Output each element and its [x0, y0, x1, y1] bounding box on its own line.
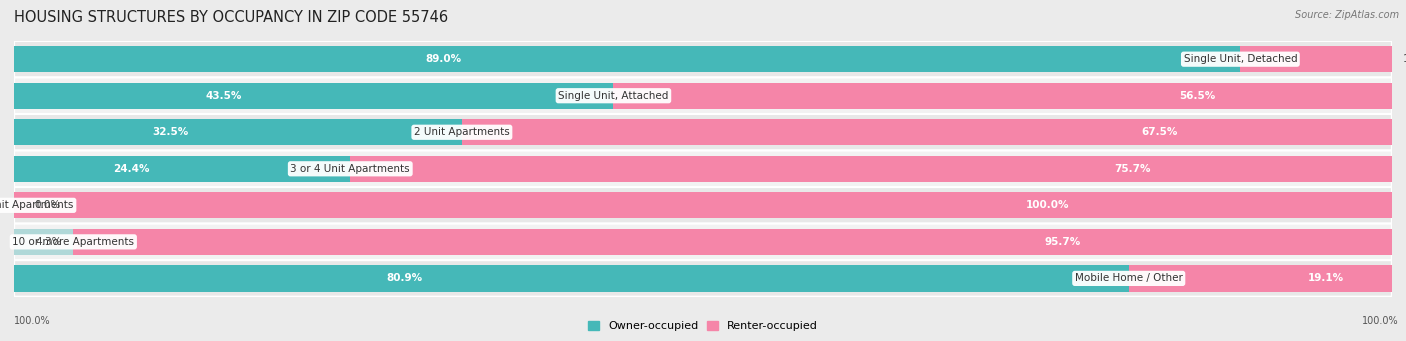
- Text: 67.5%: 67.5%: [1142, 127, 1178, 137]
- Text: Single Unit, Detached: Single Unit, Detached: [1184, 54, 1298, 64]
- Text: 4.3%: 4.3%: [35, 237, 62, 247]
- Text: 80.9%: 80.9%: [387, 273, 422, 283]
- Text: 100.0%: 100.0%: [14, 315, 51, 326]
- Text: 100.0%: 100.0%: [1026, 200, 1069, 210]
- Text: 5 to 9 Unit Apartments: 5 to 9 Unit Apartments: [0, 200, 73, 210]
- FancyBboxPatch shape: [14, 187, 1392, 224]
- Text: 0.0%: 0.0%: [35, 200, 60, 210]
- Text: 95.7%: 95.7%: [1045, 237, 1080, 247]
- Text: 11.0%: 11.0%: [1403, 54, 1406, 64]
- Bar: [14, 83, 613, 109]
- Bar: [463, 119, 1392, 145]
- Bar: [350, 155, 1393, 182]
- Text: Source: ZipAtlas.com: Source: ZipAtlas.com: [1295, 10, 1399, 20]
- FancyBboxPatch shape: [14, 224, 1392, 260]
- FancyBboxPatch shape: [14, 114, 1392, 150]
- FancyBboxPatch shape: [14, 77, 1392, 114]
- Text: 19.1%: 19.1%: [1308, 273, 1344, 283]
- Text: HOUSING STRUCTURES BY OCCUPANCY IN ZIP CODE 55746: HOUSING STRUCTURES BY OCCUPANCY IN ZIP C…: [14, 10, 449, 25]
- Text: 3 or 4 Unit Apartments: 3 or 4 Unit Apartments: [291, 164, 411, 174]
- FancyBboxPatch shape: [14, 150, 1392, 187]
- FancyBboxPatch shape: [14, 41, 1392, 77]
- Bar: [1129, 265, 1392, 292]
- Text: 2 Unit Apartments: 2 Unit Apartments: [413, 127, 510, 137]
- Text: 32.5%: 32.5%: [153, 127, 188, 137]
- Bar: [14, 119, 463, 145]
- Bar: [14, 229, 73, 255]
- Text: 24.4%: 24.4%: [114, 164, 150, 174]
- Text: Single Unit, Attached: Single Unit, Attached: [558, 91, 669, 101]
- Text: 100.0%: 100.0%: [1362, 315, 1399, 326]
- Text: 56.5%: 56.5%: [1180, 91, 1215, 101]
- Bar: [14, 155, 350, 182]
- Text: 75.7%: 75.7%: [1115, 164, 1150, 174]
- Bar: [1240, 46, 1392, 72]
- Legend: Owner-occupied, Renter-occupied: Owner-occupied, Renter-occupied: [583, 316, 823, 336]
- Bar: [613, 83, 1392, 109]
- Bar: [14, 265, 1129, 292]
- Text: 89.0%: 89.0%: [425, 54, 461, 64]
- FancyBboxPatch shape: [14, 260, 1392, 297]
- Bar: [14, 46, 1240, 72]
- Text: 43.5%: 43.5%: [205, 91, 242, 101]
- Bar: [14, 192, 1392, 219]
- Text: Mobile Home / Other: Mobile Home / Other: [1074, 273, 1182, 283]
- Text: 10 or more Apartments: 10 or more Apartments: [13, 237, 135, 247]
- Bar: [73, 229, 1392, 255]
